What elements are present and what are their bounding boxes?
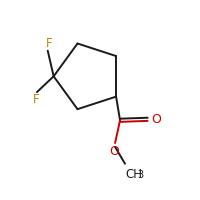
Text: O: O: [152, 113, 161, 126]
Text: F: F: [33, 93, 39, 106]
Text: 3: 3: [138, 170, 144, 180]
Text: CH: CH: [125, 168, 142, 181]
Text: O: O: [109, 145, 119, 158]
Text: F: F: [45, 37, 52, 50]
